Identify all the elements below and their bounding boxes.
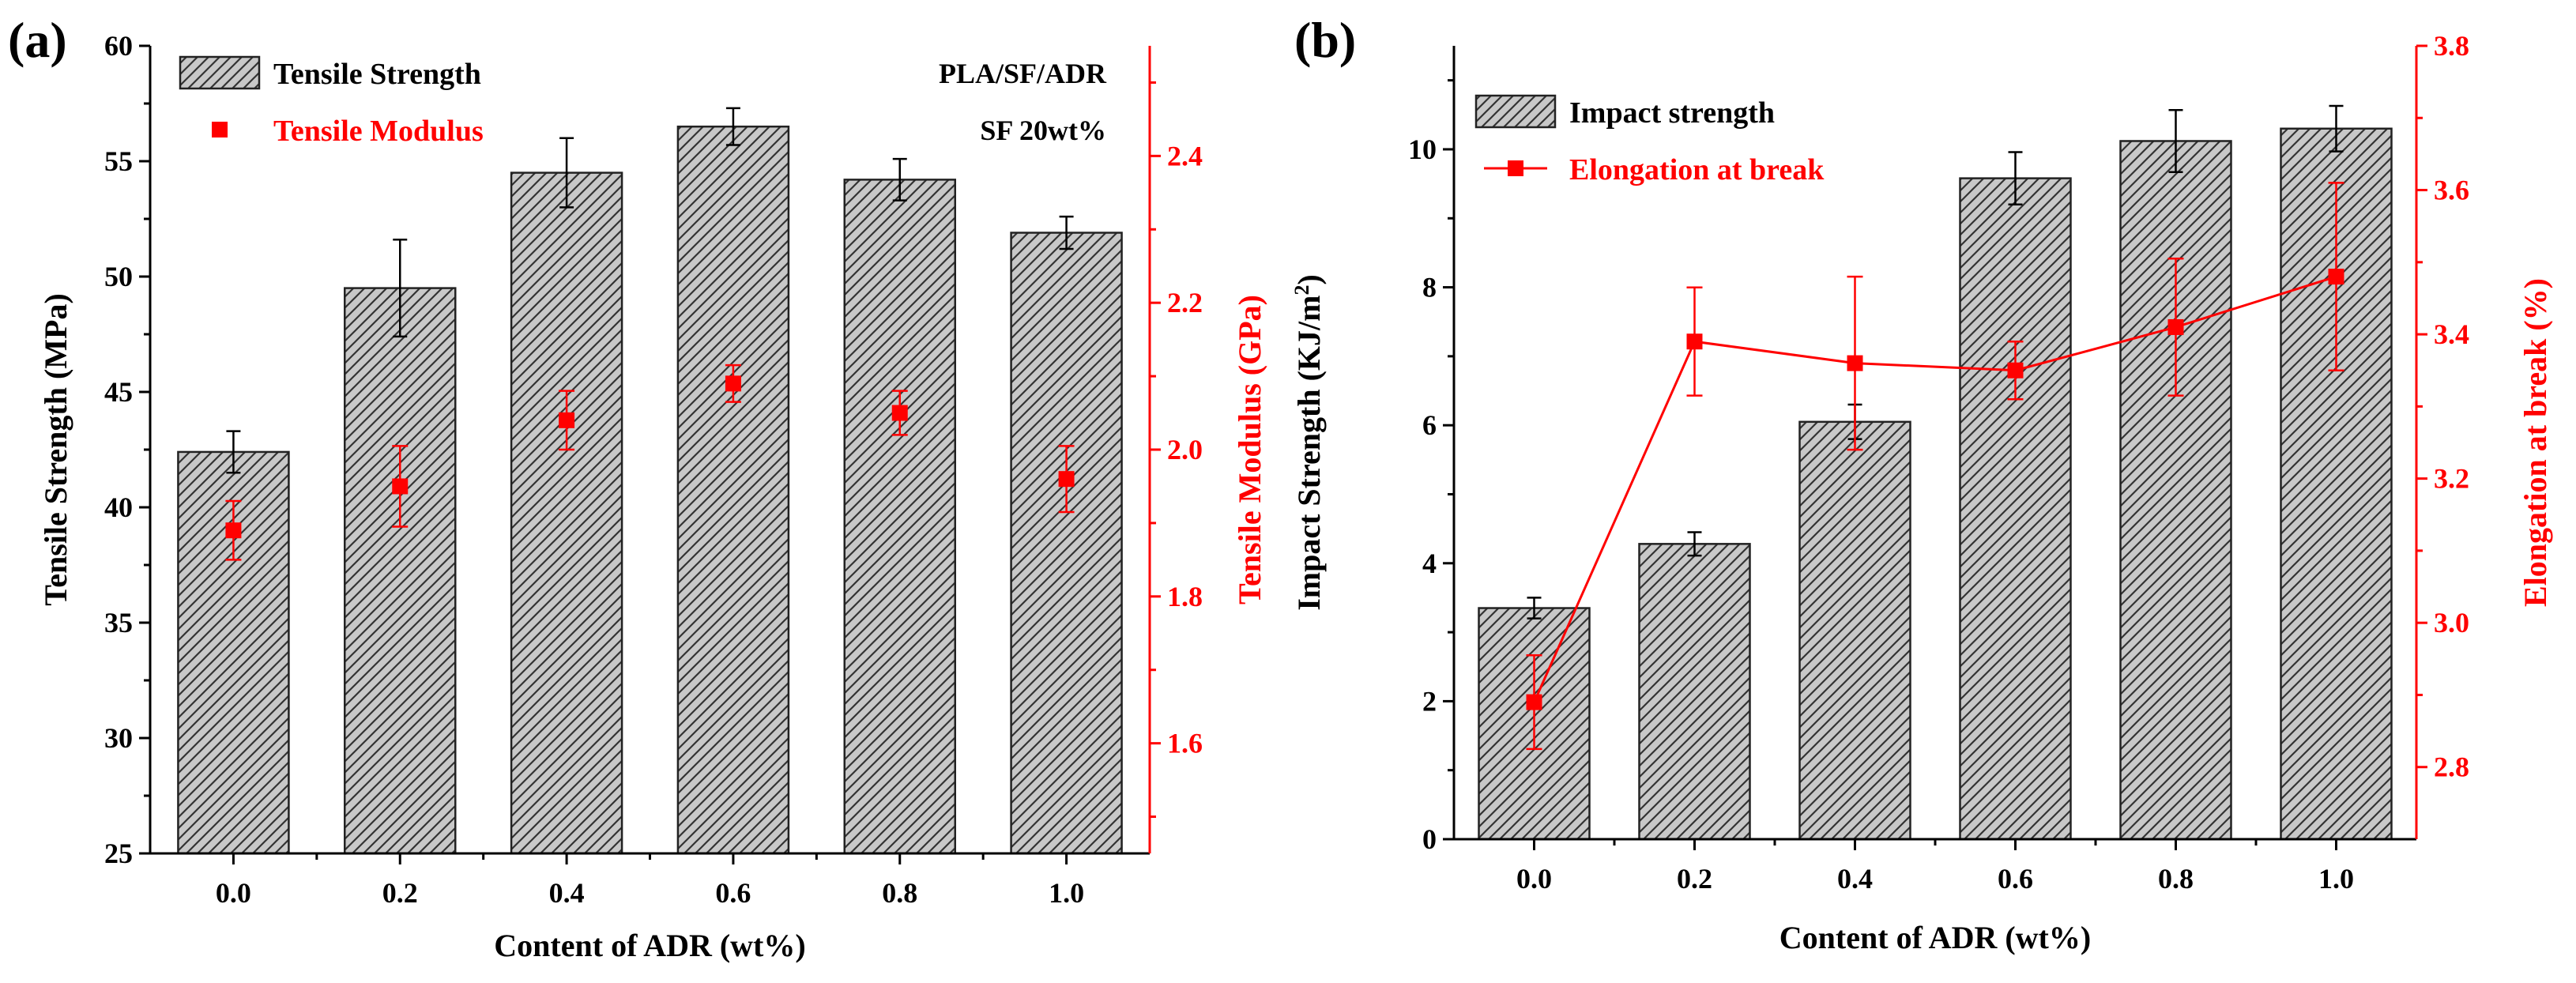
point-0.6 xyxy=(2007,362,2024,379)
legend-bar-label: Tensile Strength xyxy=(273,58,481,91)
legend: Tensile Strength Tensile Modulus xyxy=(179,55,484,148)
y2-tick-label: 3.4 xyxy=(2434,318,2469,350)
bar-errorbar-0.0 xyxy=(226,430,241,474)
point-0.4 xyxy=(1847,355,1863,371)
chart-b-svg: 0 2 4 6 8 10 2.8 3.0 3.2 3.4 3.6 3.8 0.0 0.2 0.4 0.6 0.8… xyxy=(1290,12,2554,955)
bar-errorbar-0.6 xyxy=(725,107,740,146)
y2-axis-label: Tensile Modulus (GPa) xyxy=(1232,295,1267,604)
y2-tick-label: 2.2 xyxy=(1167,287,1203,318)
legend-point-label: Elongation at break xyxy=(1569,153,1825,186)
y2-tick-label: 1.6 xyxy=(1167,728,1203,759)
bar-0.4 xyxy=(1798,420,1911,841)
legend-point-label: Tensile Modulus xyxy=(273,115,484,148)
x-tick-label: 0.2 xyxy=(382,877,418,909)
y-tick-label: 60 xyxy=(104,30,133,62)
bar-0.2 xyxy=(1638,543,1751,841)
bar-errorbar-0.2 xyxy=(1687,531,1702,557)
point-1.0 xyxy=(1058,471,1075,488)
x-tick-label: 0.8 xyxy=(2158,863,2194,894)
bar-0.4 xyxy=(510,171,623,855)
y2-tick-label: 3.6 xyxy=(2434,175,2469,206)
bar-errorbar-0.4 xyxy=(559,137,574,209)
y-tick-label: 45 xyxy=(104,376,133,408)
bar-0.6 xyxy=(676,125,790,855)
bar-errorbar-0.0 xyxy=(1527,597,1542,620)
x-axis-label: Content of ADR (wt%) xyxy=(1779,920,2091,955)
x-tick-label: 0.4 xyxy=(1837,863,1873,894)
legend-bar-swatch xyxy=(1474,94,1557,129)
panel-a: 25 30 35 40 45 50 55 60 1.6 1.8 2.0 2.2 2.4 0.0 0.2 0.4… xyxy=(8,12,1267,963)
bar-errorbar-0.2 xyxy=(393,239,408,338)
point-0.8 xyxy=(2167,318,2184,335)
bar-errorbar-0.8 xyxy=(892,157,907,201)
x-tick-label: 0.4 xyxy=(549,877,585,909)
x-axis-label: Content of ADR (wt%) xyxy=(494,928,805,963)
legend-point-swatch xyxy=(212,122,228,137)
point-0.0 xyxy=(1526,694,1542,710)
y-tick-label: 25 xyxy=(104,838,133,869)
y2-tick-label: 3.0 xyxy=(2434,607,2469,638)
point-0.6 xyxy=(725,375,741,392)
bar-errorbar-0.6 xyxy=(2008,151,2023,206)
y-tick-label: 35 xyxy=(104,607,133,638)
y-tick-label: 55 xyxy=(104,145,133,177)
panel-label: (a) xyxy=(8,12,67,68)
y2-tick-label: 2.4 xyxy=(1167,140,1203,171)
y-tick-label: 50 xyxy=(104,261,133,292)
x-tick-label: 0.6 xyxy=(715,877,751,909)
series-line-b xyxy=(1533,275,2337,703)
x-tick-label: 0.8 xyxy=(882,877,917,909)
legend-bar-label: Impact strength xyxy=(1569,96,1775,130)
legend-point-swatch xyxy=(1508,160,1523,176)
y2-tick-label: 3.8 xyxy=(2434,30,2469,62)
point-0.2 xyxy=(1686,333,1703,350)
y-axis-label: Tensile Strength (MPa) xyxy=(38,293,73,606)
y-axis-label: Impact Strength (KJ/m2) xyxy=(1290,274,1328,611)
bar-0.2 xyxy=(344,287,457,855)
annotation-line-1: PLA/SF/ADR xyxy=(939,58,1107,89)
bar-errorbar-1.0 xyxy=(1059,215,1074,250)
bar-0.6 xyxy=(1959,177,2072,841)
bar-0.8 xyxy=(843,179,956,855)
y-tick-label: 40 xyxy=(104,492,133,523)
point-1.0 xyxy=(2328,269,2344,285)
x-tick-label: 0.0 xyxy=(216,877,251,909)
point-0.2 xyxy=(392,478,409,495)
chart-a-svg: 25 30 35 40 45 50 55 60 1.6 1.8 2.0 2.2 2.4 0.0 0.2 0.4… xyxy=(8,12,1267,963)
y2-tick-label: 2.8 xyxy=(2434,751,2469,783)
x-tick-label: 1.0 xyxy=(1049,877,1084,909)
panel-b: 0 2 4 6 8 10 2.8 3.0 3.2 3.4 3.6 3.8 0.0 0.2 0.4 0.6 0.8… xyxy=(1288,0,2576,983)
y-tick-label: 8 xyxy=(1422,272,1437,303)
x-tick-label: 0.2 xyxy=(1677,863,1712,894)
panel-label: (b) xyxy=(1294,12,1356,68)
y-tick-label: 4 xyxy=(1422,548,1437,579)
y2-tick-label: 1.8 xyxy=(1167,581,1203,612)
bar-errorbar-0.8 xyxy=(2168,108,2183,174)
y-tick-label: 10 xyxy=(1408,134,1437,165)
y-tick-label: 6 xyxy=(1422,409,1437,441)
bar-0.8 xyxy=(2119,140,2232,841)
legend-bar-swatch xyxy=(179,55,261,90)
bar-errorbar-1.0 xyxy=(2329,104,2344,153)
x-tick-label: 0.6 xyxy=(1998,863,2033,894)
y-tick-label: 2 xyxy=(1422,685,1437,717)
x-tick-label: 0.0 xyxy=(1516,863,1552,894)
y2-tick-label: 2.0 xyxy=(1167,434,1203,465)
point-0.8 xyxy=(891,405,908,421)
annotation-line-2: SF 20wt% xyxy=(980,115,1106,146)
point-0.4 xyxy=(559,412,575,428)
legend: Impact strength Elongation at break xyxy=(1474,94,1825,186)
y-tick-label: 30 xyxy=(104,722,133,754)
y-tick-label: 0 xyxy=(1422,823,1437,855)
point-0.0 xyxy=(225,522,242,539)
x-tick-label: 1.0 xyxy=(2318,863,2354,894)
y2-axis-label: Elongation at break (%) xyxy=(2518,278,2553,607)
y2-tick-label: 3.2 xyxy=(2434,463,2469,495)
bar-1.0 xyxy=(1010,232,1123,855)
